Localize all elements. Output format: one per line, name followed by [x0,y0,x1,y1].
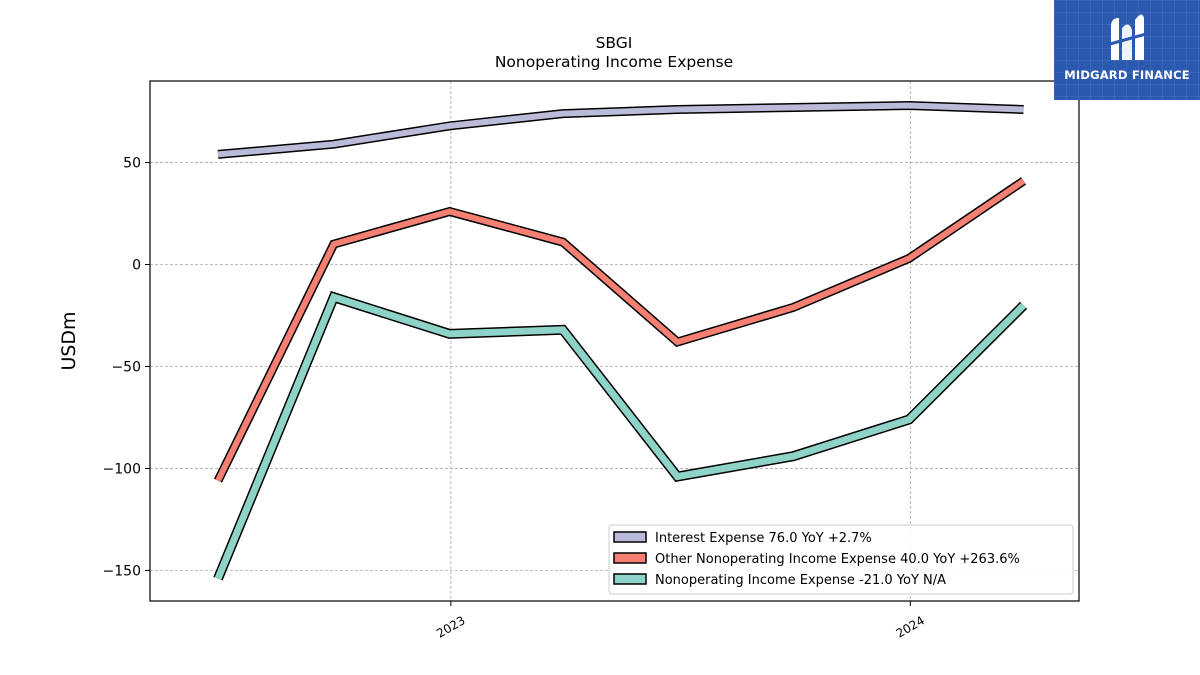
legend-swatch [613,552,647,564]
logo-text: MIDGARD FINANCE [1064,68,1190,82]
legend-entry: Nonoperating Income Expense -21.0 YoY N/… [655,573,946,588]
company-logo: MIDGARD FINANCE [1054,0,1200,100]
legend-swatch [613,573,647,585]
x-axis: 2023 2024 [434,601,927,641]
series-line-outline [213,177,1027,483]
series-line-fill [214,292,1027,580]
logo-mark-icon [1109,14,1147,61]
legend-entry: Interest Expense 76.0 YoY +2.7% [655,531,872,546]
y-tick-label: 50 [123,156,141,172]
y-tick-label: 0 [132,258,141,274]
chart-title: SBGI [596,34,633,52]
legend-entry: Other Nonoperating Income Expense 40.0 Y… [655,552,1020,567]
series-3-line [213,291,1028,581]
series-line-fill [217,102,1024,158]
y-tick-label: −100 [103,461,141,477]
series-lines [213,100,1028,581]
chart-subtitle: Nonoperating Income Expense [495,53,733,71]
y-tick-label: −150 [103,563,141,579]
y-axis-label: USDm [58,311,80,370]
legend: Interest Expense 76.0 YoY +2.7% Other Non… [608,524,1074,595]
grid [150,81,1079,601]
legend-box [608,524,1074,595]
plot-frame [149,80,1080,602]
series-2-line [213,177,1027,483]
legend-swatch [613,531,647,543]
x-tick-label: 2023 [434,613,467,640]
y-tick-label: −50 [111,359,141,375]
series-1-line [217,100,1024,159]
x-tick-label: 2024 [894,613,927,640]
y-axis: −150 −100 −50 0 50 [103,156,150,579]
series-line-fill [215,178,1026,483]
